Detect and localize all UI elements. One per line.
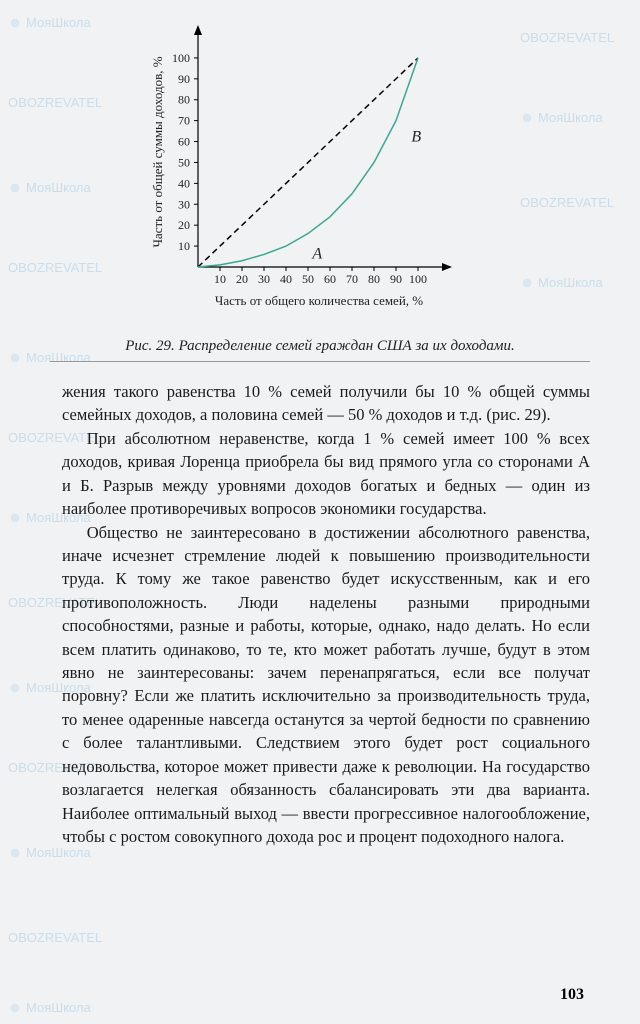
watermark: МояШкола (8, 1000, 91, 1015)
svg-text:100: 100 (409, 272, 427, 286)
figure-caption-text: Распределение семей граждан США за их до… (179, 338, 515, 354)
watermark: OBOZREVATEL (8, 95, 102, 110)
svg-text:Часть от общей суммы доходов,: Часть от общей суммы доходов, % (150, 56, 165, 247)
svg-text:20: 20 (178, 218, 190, 232)
watermark: МояШкола (520, 110, 603, 125)
page-number: 103 (560, 986, 584, 1004)
watermark: OBOZREVATEL (8, 260, 102, 275)
svg-text:A: A (311, 246, 322, 263)
svg-text:Часть от общего количества сем: Часть от общего количества семей, % (215, 293, 423, 308)
svg-text:10: 10 (214, 272, 226, 286)
svg-text:100: 100 (172, 51, 190, 65)
paragraph-2: При абсолютном неравенстве, когда 1 % се… (62, 427, 590, 521)
svg-text:40: 40 (280, 272, 292, 286)
svg-text:70: 70 (346, 272, 358, 286)
svg-text:50: 50 (178, 155, 190, 169)
watermark: OBOZREVATEL (520, 195, 614, 210)
watermark: МояШкола (8, 15, 91, 30)
svg-text:90: 90 (390, 272, 402, 286)
watermark: МояШкола (520, 275, 603, 290)
paragraph-1: жения такого равенства 10 % семей получи… (62, 380, 590, 427)
svg-text:20: 20 (236, 272, 248, 286)
figure-caption: Рис. 29. Распределение семей граждан США… (50, 338, 590, 362)
svg-text:50: 50 (302, 272, 314, 286)
lorenz-chart: 10 20 30 40 50 60 70 80 90 100 10 20 30 40 50 60 70 80 90 1… (150, 25, 460, 315)
watermark: МояШкола (8, 180, 91, 195)
body-text: жения такого равенства 10 % семей получи… (62, 380, 590, 848)
watermark: OBOZREVATEL (8, 930, 102, 945)
watermark: OBOZREVATEL (520, 30, 614, 45)
paragraph-3: Общество не заинтересовано в достижении … (62, 521, 590, 849)
svg-text:90: 90 (178, 72, 190, 86)
svg-text:B: B (411, 129, 421, 146)
svg-text:80: 80 (368, 272, 380, 286)
svg-text:30: 30 (258, 272, 270, 286)
svg-text:70: 70 (178, 114, 190, 128)
svg-text:80: 80 (178, 93, 190, 107)
svg-text:40: 40 (178, 176, 190, 190)
svg-text:30: 30 (178, 197, 190, 211)
svg-text:60: 60 (324, 272, 336, 286)
svg-text:10: 10 (178, 239, 190, 253)
figure-number: Рис. 29. (125, 338, 175, 354)
svg-text:60: 60 (178, 135, 190, 149)
